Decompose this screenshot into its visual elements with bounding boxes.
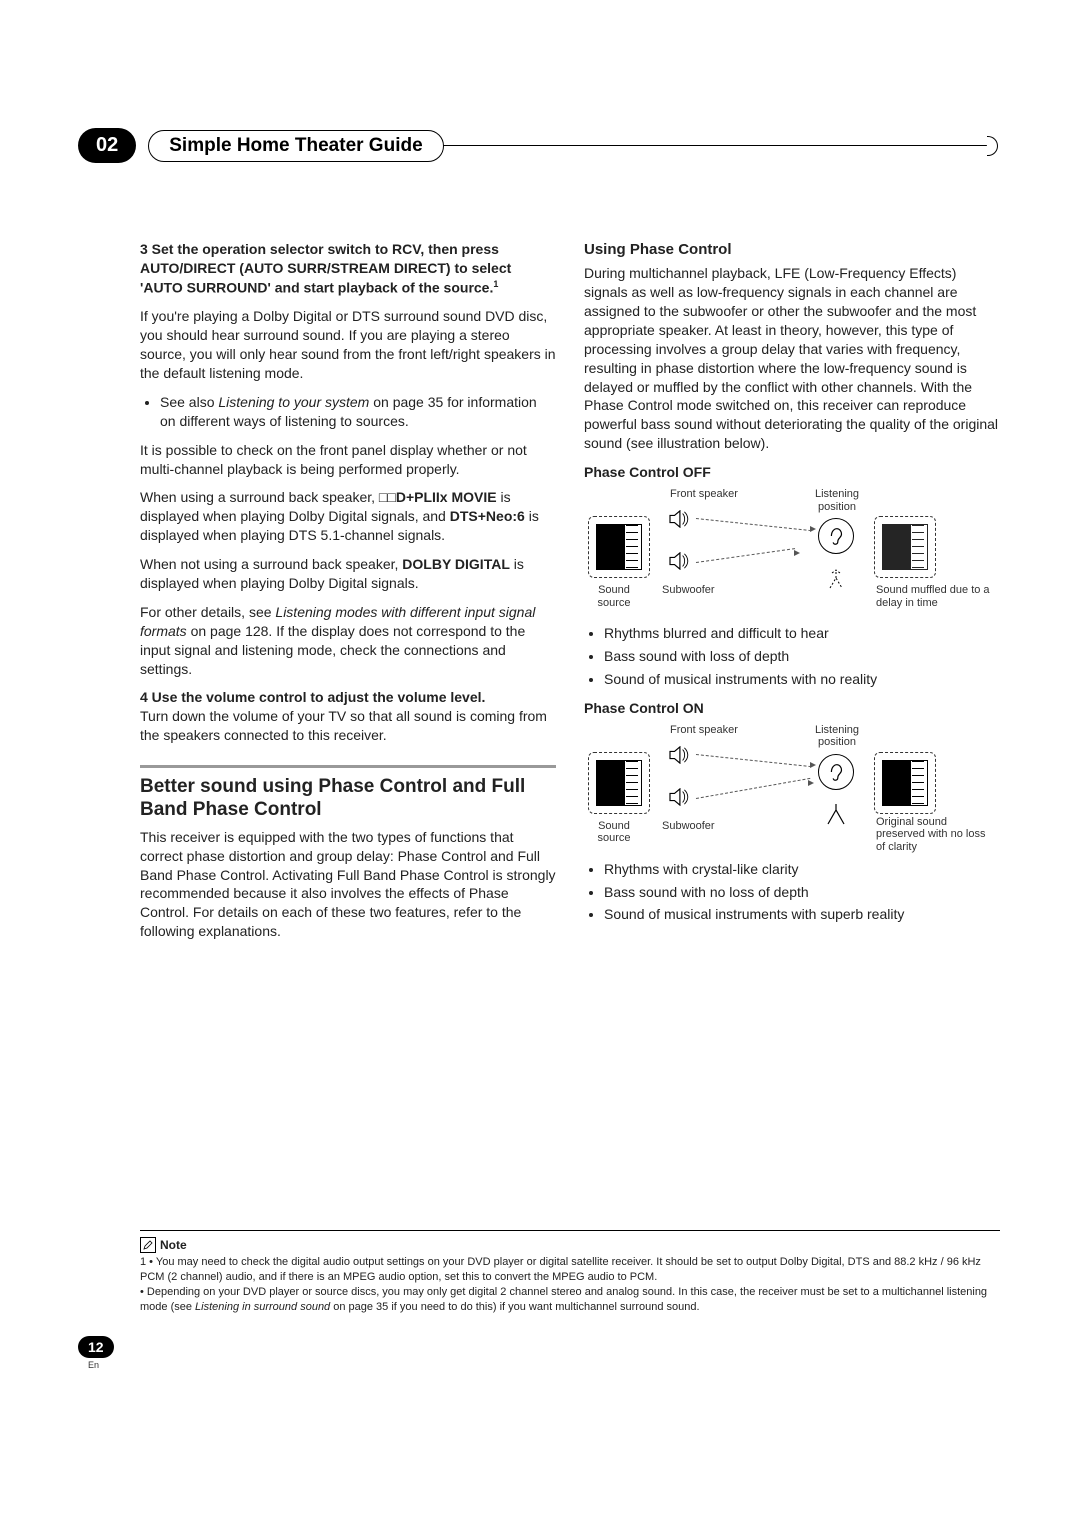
label-listening-position-on: Listening position <box>802 724 872 749</box>
subwoofer-icon-on <box>668 788 690 806</box>
right-p1: During multichannel playback, LFE (Low-F… <box>584 264 1000 453</box>
phase-on-bullets: Rhythms with crystal-like clarity Bass s… <box>584 860 1000 925</box>
phase-on-heading: Phase Control ON <box>584 699 1000 718</box>
phase-off-bullets: Rhythms blurred and difficult to hear Ba… <box>584 624 1000 689</box>
arrow-front <box>696 518 811 531</box>
manual-page: 02 Simple Home Theater Guide 3 Set the o… <box>0 0 1080 1528</box>
chapter-title: Simple Home Theater Guide <box>169 135 422 157</box>
step4-body: Turn down the volume of your TV so that … <box>140 708 547 743</box>
delay-person-icon <box>822 564 850 592</box>
bullet-text-italic: Listening to your system <box>218 394 369 410</box>
list-item: See also Listening to your system on pag… <box>160 393 556 431</box>
arrow-sub <box>696 548 795 563</box>
left-column: 3 Set the operation selector switch to R… <box>140 240 556 951</box>
p3-a: When using a surround back speaker, <box>140 489 379 505</box>
left-bullets: See also Listening to your system on pag… <box>140 393 556 431</box>
sound-source-icon-on <box>588 752 650 814</box>
arrow-sub-on <box>696 777 810 798</box>
sound-source-icon <box>588 516 650 578</box>
left-p4: When not using a surround back speaker, … <box>140 555 556 593</box>
list-item: Rhythms with crystal-like clarity <box>604 860 1000 879</box>
label-subwoofer-on: Subwoofer <box>662 820 715 833</box>
list-item: Bass sound with loss of depth <box>604 647 1000 666</box>
list-item: Sound of musical instruments with superb… <box>604 905 1000 924</box>
left-p3: When using a surround back speaker, □□D+… <box>140 488 556 545</box>
note-1b-c: on page 35 if you need to do this) if yo… <box>330 1301 699 1313</box>
list-item: Rhythms blurred and difficult to hear <box>604 624 1000 643</box>
label-result-off: Sound muffled due to a delay in time <box>876 584 996 609</box>
label-front-speaker: Front speaker <box>670 488 738 501</box>
arrow-front-head <box>810 526 816 532</box>
note-1a: 1 • You may need to check the digital au… <box>140 1255 1000 1285</box>
label-sound-source: Sound source <box>584 584 644 609</box>
step-3-text: 3 Set the operation selector switch to R… <box>140 241 511 295</box>
footnote-ref: 1 <box>493 279 498 289</box>
p3-b: □□D+PLIIx MOVIE <box>379 489 497 505</box>
result-sound-icon-on <box>874 752 936 814</box>
better-sound-body: This receiver is equipped with the two t… <box>140 828 556 941</box>
list-item: Bass sound with no loss of depth <box>604 883 1000 902</box>
front-speaker-icon-on <box>668 746 690 764</box>
section-divider <box>140 765 556 768</box>
arrow-front-on <box>696 754 811 767</box>
page-number-pill: 12 <box>78 1336 114 1358</box>
page-lang: En <box>88 1360 99 1370</box>
right-column: Using Phase Control During multichannel … <box>584 240 1000 951</box>
better-sound-heading: Better sound using Phase Control and Ful… <box>140 776 556 822</box>
listening-ear-icon <box>818 518 854 554</box>
subwoofer-icon <box>668 552 690 570</box>
chapter-number-pill: 02 <box>78 128 136 163</box>
label-result-on: Original sound preserved with no loss of… <box>876 816 996 854</box>
bullet-text-a: See also <box>160 394 218 410</box>
step-4: 4 Use the volume control to adjust the v… <box>140 688 556 745</box>
step-3-lead: 3 Set the operation selector switch to R… <box>140 240 556 297</box>
p5-a: For other details, see <box>140 604 275 620</box>
list-item: Sound of musical instruments with no rea… <box>604 670 1000 689</box>
front-speaker-icon <box>668 510 690 528</box>
p4-a: When not using a surround back speaker, <box>140 556 402 572</box>
note-1b-i: Listening in surround sound <box>195 1301 330 1313</box>
left-p1: If you're playing a Dolby Digital or DTS… <box>140 307 556 383</box>
using-phase-control-heading: Using Phase Control <box>584 240 1000 260</box>
note-1b: • Depending on your DVD player or source… <box>140 1285 1000 1315</box>
label-subwoofer: Subwoofer <box>662 584 715 597</box>
arrow-sub-head <box>794 550 800 556</box>
listening-ear-icon-on <box>818 754 854 790</box>
chapter-title-capsule: Simple Home Theater Guide <box>148 130 443 162</box>
label-front-speaker-on: Front speaker <box>670 724 738 737</box>
left-p2: It is possible to check on the front pan… <box>140 441 556 479</box>
p5-b: on page 128. If the display does not cor… <box>140 623 525 677</box>
arrow-front-head-on <box>810 762 816 768</box>
label-listening-position: Listening position <box>802 488 872 513</box>
left-p5: For other details, see Listening modes w… <box>140 603 556 679</box>
content-columns: 3 Set the operation selector switch to R… <box>140 240 1000 951</box>
note-label-text: Note <box>160 1237 187 1253</box>
label-sound-source-on: Sound source <box>584 820 644 845</box>
result-sound-icon <box>874 516 936 578</box>
phase-off-diagram: Front speaker Listening position <box>584 488 1000 618</box>
note-label: Note <box>140 1237 187 1253</box>
header-rule-cap <box>987 136 998 156</box>
p4-b: DOLBY DIGITAL <box>402 556 510 572</box>
arrow-sub-head-on <box>808 780 814 786</box>
footnote-section: Note 1 • You may need to check the digit… <box>140 1230 1000 1315</box>
chapter-header: 02 Simple Home Theater Guide <box>78 128 998 163</box>
phase-on-diagram: Front speaker Listening position <box>584 724 1000 854</box>
pencil-icon <box>140 1237 156 1253</box>
step4-lead: 4 Use the volume control to adjust the v… <box>140 689 485 705</box>
phase-off-heading: Phase Control OFF <box>584 463 1000 482</box>
header-rule <box>443 145 987 147</box>
aligned-person-icon <box>822 800 850 828</box>
p3-d: DTS+Neo:6 <box>450 508 525 524</box>
